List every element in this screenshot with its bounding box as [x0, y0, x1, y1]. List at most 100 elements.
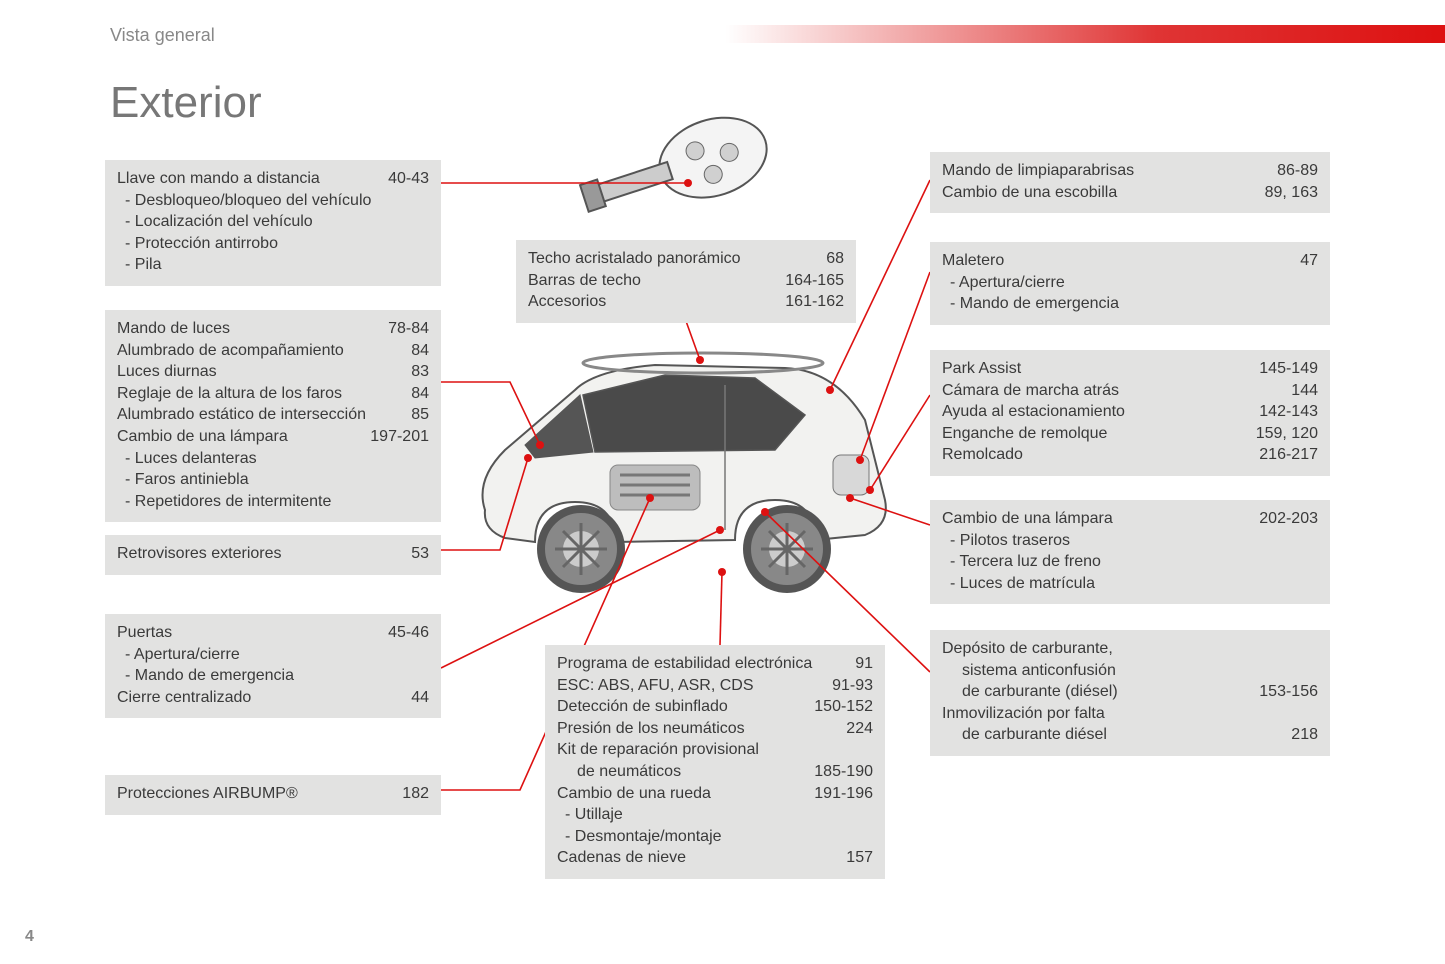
pages: 83: [403, 361, 429, 383]
label: Techo acristalado panorámico: [528, 248, 818, 270]
label: Ayuda al estacionamiento: [942, 401, 1251, 423]
pages: 84: [403, 340, 429, 362]
box-fuel: Depósito de carburante, sistema anticonf…: [930, 630, 1330, 756]
label: Reglaje de la altura de los faros: [117, 383, 403, 405]
label: Barras de techo: [528, 270, 777, 292]
label: ESC: ABS, AFU, ASR, CDS: [557, 675, 824, 697]
box-doors: Puertas45-46 Apertura/cierre Mando de em…: [105, 614, 441, 718]
pages: 153-156: [1251, 681, 1318, 703]
car-illustration: [465, 330, 905, 600]
pages: 86-89: [1269, 160, 1318, 182]
pages: 85: [403, 404, 429, 426]
pages: 164-165: [777, 270, 844, 292]
label: Maletero: [942, 250, 1292, 272]
list-item: Repetidores de intermitente: [143, 491, 429, 513]
list-item: Faros antiniebla: [143, 469, 429, 491]
box-wheels: Programa de estabilidad electrónica91 ES…: [545, 645, 885, 879]
label: Cámara de marcha atrás: [942, 380, 1283, 402]
label: Alumbrado de acompañamiento: [117, 340, 403, 362]
list-item: Utillaje: [583, 804, 873, 826]
pages: 202-203: [1251, 508, 1318, 530]
label: Protecciones AIRBUMP®: [117, 783, 394, 805]
label: Park Assist: [942, 358, 1251, 380]
box-boot: Maletero47 Apertura/cierre Mando de emer…: [930, 242, 1330, 325]
list-item: Desbloqueo/bloqueo del vehículo: [143, 190, 429, 212]
pages: 53: [403, 543, 429, 565]
pages: 40-43: [380, 168, 429, 190]
label: Mando de limpiaparabrisas: [942, 160, 1269, 182]
list-item: Tercera luz de freno: [968, 551, 1318, 573]
header-accent: [725, 25, 1445, 43]
list-item: Apertura/cierre: [143, 644, 429, 666]
list-item: Protección antirrobo: [143, 233, 429, 255]
pages: 197-201: [362, 426, 429, 448]
pages: 145-149: [1251, 358, 1318, 380]
key-illustration: [560, 100, 790, 240]
box-airbump: Protecciones AIRBUMP®182: [105, 775, 441, 815]
label: Depósito de carburante,: [942, 640, 1113, 657]
pages: 78-84: [380, 318, 429, 340]
section-label: Vista general: [110, 25, 215, 46]
label: Retrovisores exteriores: [117, 543, 403, 565]
pages: 91-93: [824, 675, 873, 697]
pages: 142-143: [1251, 401, 1318, 423]
label: Programa de estabilidad electrónica: [557, 653, 847, 675]
pages: 89, 163: [1257, 182, 1318, 204]
label: de carburante diésel: [942, 724, 1283, 746]
label: Kit de reparación provisional: [557, 741, 759, 758]
box-remote-key: Llave con mando a distancia40-43 Desbloq…: [105, 160, 441, 286]
pages: 157: [838, 847, 873, 869]
pages: 182: [394, 783, 429, 805]
pages: 150-152: [806, 696, 873, 718]
box-wipers: Mando de limpiaparabrisas86-89 Cambio de…: [930, 152, 1330, 213]
label: Cambio de una escobilla: [942, 182, 1257, 204]
pages: 159, 120: [1248, 423, 1318, 445]
list-item: Localización del vehículo: [143, 211, 429, 233]
box-lights: Mando de luces78-84 Alumbrado de acompañ…: [105, 310, 441, 522]
label: Remolcado: [942, 444, 1251, 466]
pages: 216-217: [1251, 444, 1318, 466]
label: Detección de subinflado: [557, 696, 806, 718]
list-item: Mando de emergencia: [968, 293, 1318, 315]
label: Alumbrado estático de intersección: [117, 404, 403, 426]
label: Cambio de una lámpara: [942, 508, 1251, 530]
pages: 191-196: [806, 783, 873, 805]
box-mirrors: Retrovisores exteriores53: [105, 535, 441, 575]
pages: 45-46: [380, 622, 429, 644]
pages: 84: [403, 383, 429, 405]
pages: 144: [1283, 380, 1318, 402]
page-number: 4: [25, 928, 34, 946]
box-roof: Techo acristalado panorámico68 Barras de…: [516, 240, 856, 323]
box-parking: Park Assist145-149 Cámara de marcha atrá…: [930, 350, 1330, 476]
label: de carburante (diésel): [942, 681, 1251, 703]
pages: 91: [847, 653, 873, 675]
label: Enganche de remolque: [942, 423, 1248, 445]
label: Presión de los neumáticos: [557, 718, 838, 740]
pages: 68: [818, 248, 844, 270]
label: Luces diurnas: [117, 361, 403, 383]
label: Cambio de una rueda: [557, 783, 806, 805]
pages: 224: [838, 718, 873, 740]
box-rear-lamps: Cambio de una lámpara202-203 Pilotos tra…: [930, 500, 1330, 604]
list-item: Luces delanteras: [143, 448, 429, 470]
label: Cierre centralizado: [117, 687, 403, 709]
label: Puertas: [117, 622, 380, 644]
label: sistema anticonfusión: [942, 660, 1318, 682]
list-item: Pilotos traseros: [968, 530, 1318, 552]
pages: 47: [1292, 250, 1318, 272]
pages: 185-190: [806, 761, 873, 783]
label: Llave con mando a distancia: [117, 168, 380, 190]
label: Cadenas de nieve: [557, 847, 838, 869]
header-bar: Vista general: [0, 25, 1445, 47]
list-item: Mando de emergencia: [143, 665, 429, 687]
page-title: Exterior: [110, 78, 262, 128]
label: de neumáticos: [557, 761, 806, 783]
pages: 218: [1283, 724, 1318, 746]
pages: 161-162: [777, 291, 844, 313]
label: Cambio de una lámpara: [117, 426, 362, 448]
label: Mando de luces: [117, 318, 380, 340]
label: Accesorios: [528, 291, 777, 313]
pages: 44: [403, 687, 429, 709]
list-item: Apertura/cierre: [968, 272, 1318, 294]
list-item: Pila: [143, 254, 429, 276]
